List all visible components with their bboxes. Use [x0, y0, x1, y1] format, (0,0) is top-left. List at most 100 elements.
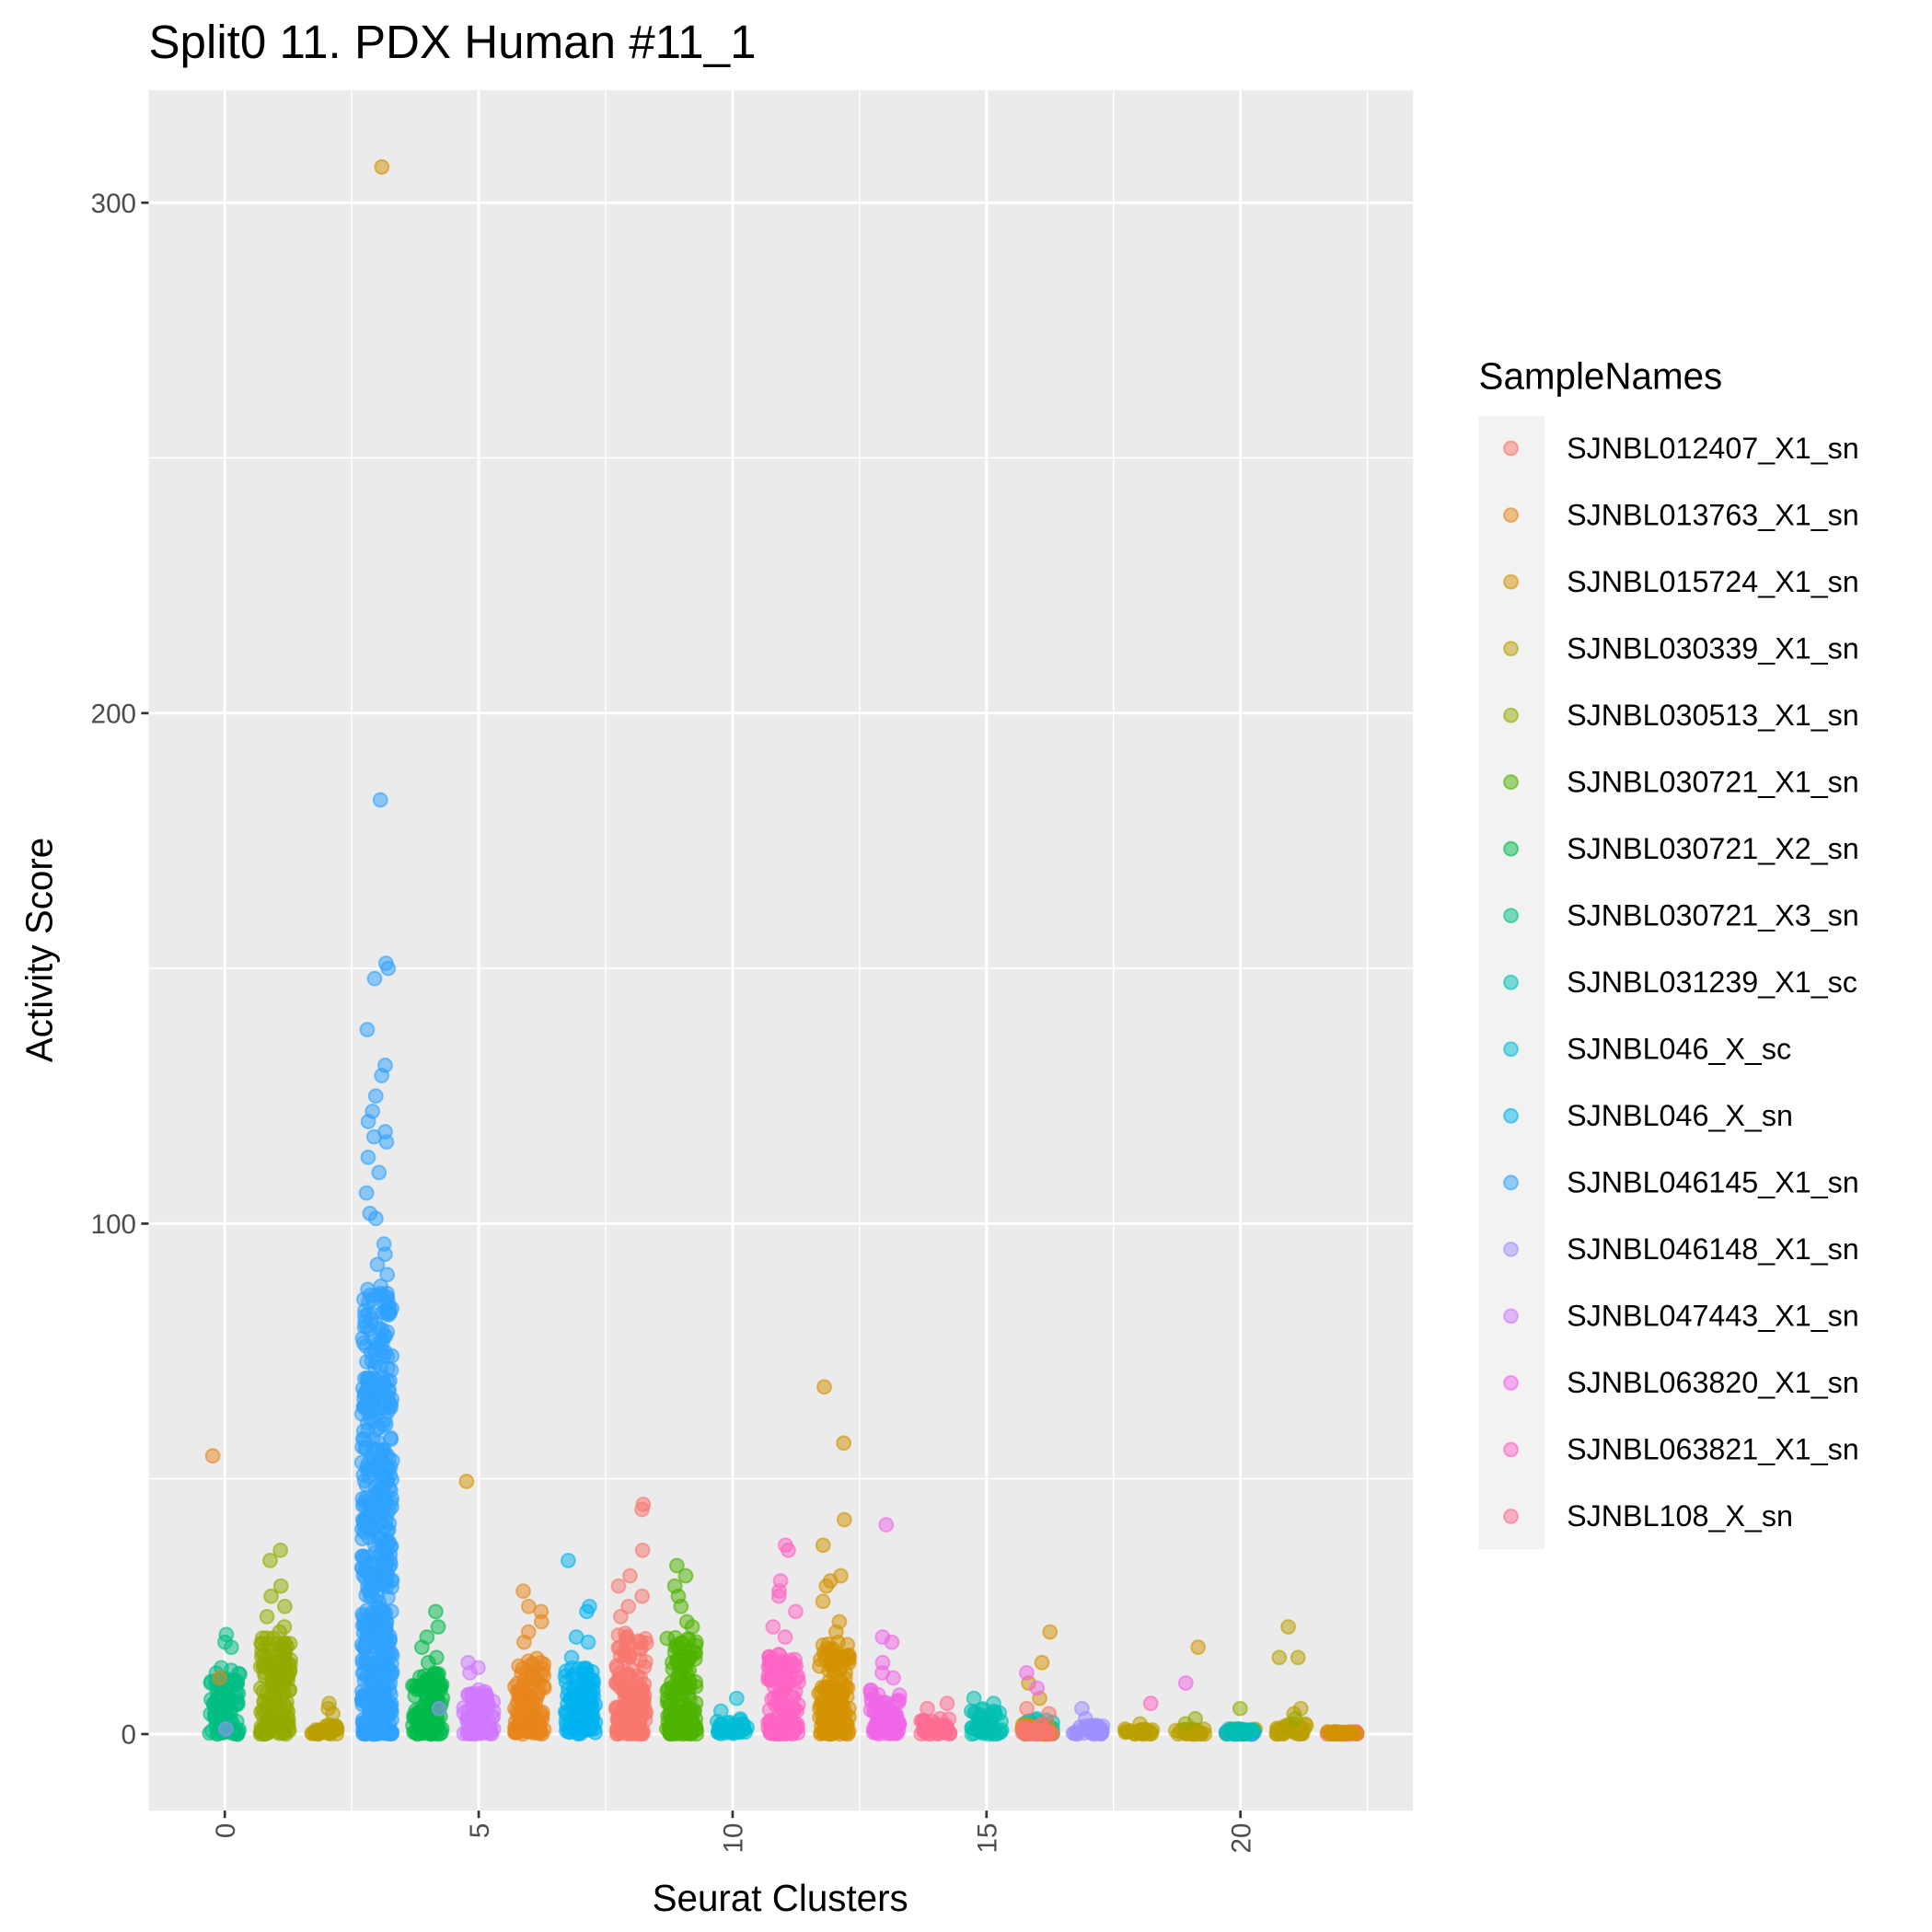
data-point — [684, 1619, 700, 1635]
data-point — [664, 1683, 680, 1700]
data-point — [966, 1690, 982, 1706]
data-point — [770, 1588, 787, 1604]
legend-key-icon — [1503, 1441, 1519, 1458]
data-point — [374, 158, 390, 175]
data-point — [383, 1362, 399, 1378]
data-point — [259, 1630, 275, 1647]
legend-key-icon — [1503, 707, 1519, 723]
data-point — [533, 1614, 550, 1630]
legend-label: SJNBL046_X_sc — [1567, 1033, 1791, 1066]
data-point — [631, 1723, 647, 1740]
data-point — [464, 1685, 480, 1702]
data-point — [204, 1448, 221, 1464]
data-point — [728, 1690, 745, 1706]
data-point — [382, 1632, 399, 1649]
legend: SampleNames SJNBL012407_X1_sn SJNBL013763… — [1478, 354, 1859, 1550]
data-point — [784, 1726, 801, 1742]
legend-key-icon — [1503, 974, 1519, 990]
data-point — [570, 1700, 586, 1717]
data-point — [1177, 1716, 1194, 1732]
data-point — [411, 1704, 427, 1720]
data-point — [375, 1618, 391, 1635]
data-point — [891, 1687, 908, 1704]
legend-label: SJNBL031239_X1_sc — [1567, 966, 1857, 999]
data-point — [1280, 1619, 1297, 1635]
data-point — [939, 1695, 955, 1712]
data-point — [359, 1657, 376, 1673]
data-point — [366, 970, 383, 987]
data-point — [620, 1598, 637, 1614]
data-point — [766, 1678, 782, 1695]
data-point — [1271, 1649, 1288, 1666]
data-point — [608, 1658, 625, 1674]
data-point — [380, 960, 397, 977]
data-point — [836, 1511, 852, 1528]
legend-label: SJNBL046_X_sn — [1567, 1099, 1793, 1132]
data-point — [485, 1694, 502, 1710]
data-point — [376, 1382, 392, 1398]
data-point — [788, 1603, 804, 1620]
data-point — [1132, 1716, 1149, 1732]
data-point — [770, 1695, 787, 1712]
x-tick-label: 5 — [465, 1823, 495, 1838]
data-point — [516, 1672, 533, 1688]
legend-key-icon — [1503, 1174, 1519, 1191]
data-point — [718, 1724, 734, 1741]
data-point — [765, 1619, 781, 1635]
data-point — [1034, 1654, 1050, 1671]
data-point — [223, 1662, 239, 1679]
data-point — [277, 1598, 293, 1614]
legend-label: SJNBL030721_X1_sn — [1567, 765, 1859, 798]
data-point — [365, 1605, 382, 1622]
data-point — [420, 1654, 436, 1671]
data-point — [515, 1583, 531, 1600]
data-point — [885, 1670, 901, 1686]
data-point — [262, 1552, 278, 1568]
data-point — [261, 1698, 278, 1715]
data-point — [376, 1556, 392, 1573]
data-point — [258, 1726, 273, 1741]
data-point — [637, 1631, 654, 1647]
data-point — [431, 1700, 447, 1717]
data-point — [631, 1652, 648, 1669]
data-point — [612, 1608, 629, 1625]
data-point — [812, 1658, 827, 1674]
data-point — [1078, 1710, 1093, 1727]
plot-panel — [148, 90, 1414, 1811]
data-point — [872, 1719, 888, 1736]
data-point — [626, 1701, 642, 1718]
data-point — [383, 1429, 399, 1446]
data-point — [1290, 1649, 1306, 1666]
data-point — [610, 1708, 627, 1725]
data-point — [818, 1578, 835, 1594]
data-point — [217, 1720, 234, 1737]
data-point — [381, 1533, 397, 1550]
x-tick-label: 20 — [1226, 1823, 1256, 1854]
data-point — [561, 1715, 578, 1731]
data-point — [259, 1608, 275, 1625]
y-tick-label: 200 — [91, 700, 136, 730]
data-point — [427, 1603, 444, 1620]
y-tick-label: 0 — [121, 1720, 136, 1751]
data-point — [1287, 1710, 1303, 1727]
data-point — [821, 1690, 838, 1706]
data-point — [815, 1537, 831, 1554]
data-point — [890, 1713, 907, 1730]
data-point — [884, 1634, 900, 1650]
data-point — [265, 1678, 282, 1695]
data-point — [579, 1603, 595, 1620]
data-point — [364, 1306, 381, 1323]
data-point — [920, 1700, 935, 1717]
data-point — [223, 1639, 239, 1656]
data-point — [373, 1452, 389, 1468]
legend-key-icon — [1503, 1107, 1519, 1124]
y-axis-title: Activity Score — [18, 838, 61, 1062]
data-point — [610, 1627, 627, 1643]
data-point — [1041, 1706, 1057, 1722]
data-point — [1026, 1724, 1043, 1741]
data-point — [272, 1578, 289, 1594]
chart-title: Split0 11. PDX Human #11_1 — [148, 16, 756, 68]
axes: 0 100 200 300 0 5 10 15 20 — [91, 189, 1257, 1854]
data-point — [986, 1726, 1002, 1742]
data-point — [668, 1557, 685, 1574]
